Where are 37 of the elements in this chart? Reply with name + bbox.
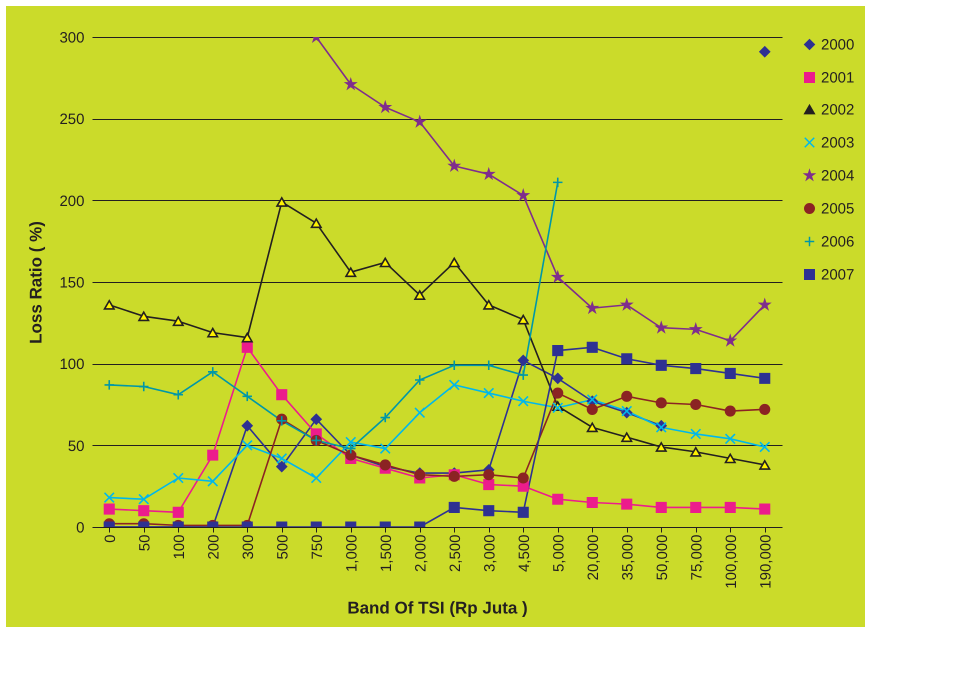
y-tick-label: 150 <box>59 274 84 292</box>
x-tick-label: 2,500 <box>446 534 464 572</box>
x-tick-label: 3,000 <box>481 534 498 572</box>
x-tick-label: 1,500 <box>378 534 395 572</box>
y-tick-label: 50 <box>68 438 84 455</box>
x-tick-label: 500 <box>274 534 292 560</box>
x-tick-label: 300 <box>240 534 257 560</box>
legend-label: 2005 <box>821 200 854 218</box>
legend-label: 2007 <box>821 266 854 284</box>
legend-label: 2001 <box>821 70 854 86</box>
y-tick-label: 300 <box>59 30 84 46</box>
y-axis-title: Loss Ratio ( %) <box>26 221 46 344</box>
y-tick-label: 250 <box>59 111 84 128</box>
x-tick-label: 5,000 <box>550 534 568 572</box>
x-axis-title: Band Of TSI (Rp Juta ) <box>347 598 528 618</box>
x-tick-label: 100 <box>170 534 188 560</box>
x-tick-label: 200 <box>205 534 222 560</box>
y-tick-label: 200 <box>59 192 84 210</box>
legend-label: 2003 <box>821 134 854 152</box>
x-tick-label: 75,000 <box>688 534 706 580</box>
x-tick-label: 750 <box>308 534 326 560</box>
x-tick-label: 2,000 <box>412 534 430 572</box>
x-tick-label: 0 <box>102 534 119 543</box>
x-tick-label: 50 <box>136 534 154 552</box>
y-tick-label: 100 <box>59 356 84 374</box>
x-tick-label: 190,000 <box>757 534 774 589</box>
x-tick-label: 35,000 <box>619 534 636 580</box>
legend-label: 2006 <box>821 234 854 250</box>
legend-label: 2000 <box>821 36 854 54</box>
x-tick-label: 1,000 <box>343 534 360 572</box>
x-tick-label: 4,500 <box>516 534 533 572</box>
y-tick-label: 0 <box>76 520 84 536</box>
x-tick-label: 20,000 <box>584 534 602 580</box>
x-tick-label: 100,000 <box>722 534 740 589</box>
legend-label: 2002 <box>821 102 854 118</box>
x-tick-label: 50,000 <box>654 534 671 580</box>
legend-label: 2004 <box>821 168 854 184</box>
